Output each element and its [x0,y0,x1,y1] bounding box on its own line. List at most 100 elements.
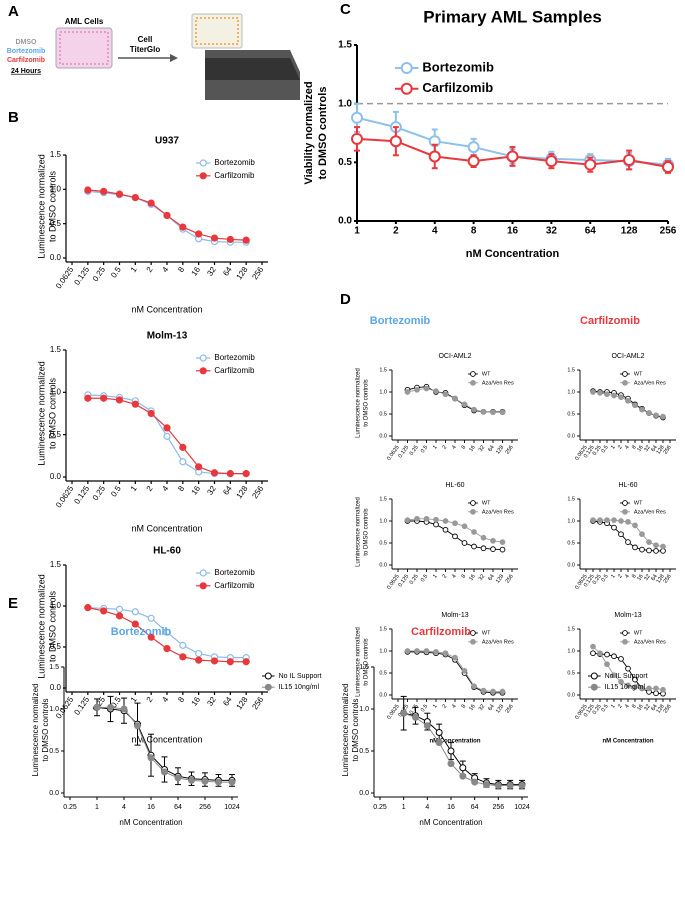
legend-marker [199,582,207,590]
data-point [618,656,624,662]
data-point [389,135,402,148]
data-point [84,186,92,194]
x-tick-label: 32 [643,574,651,582]
data-point [163,628,171,636]
x-tick-label: 0.5 [601,704,610,714]
x-tick-label: 64 [221,695,234,708]
x-tick-label: 4 [122,804,126,811]
y-tick-label: 1.5 [567,626,575,632]
x-tick-label: 16 [147,804,155,811]
y-tick-label: 1.0 [379,518,387,524]
x-tick-label: 1 [354,226,360,237]
chart-title: HL-60 [445,482,464,489]
legend-label: Bortezomib [422,59,494,74]
legend-marker [470,630,476,636]
data-point [179,443,187,451]
data-point [499,539,506,545]
x-tick-label: 0.125 [398,574,411,589]
data-point [433,649,439,655]
data-point [625,682,631,689]
data-point [618,518,624,524]
y-tick-label: 0.5 [50,430,62,439]
data-point [545,155,558,168]
data-point [618,678,624,685]
x-tick-label: 256 [250,695,265,712]
legend-marker [622,371,628,377]
x-tick-label: 0.125 [72,484,91,506]
treatment: Carfilzomib [7,57,45,64]
assay: Cell [138,35,153,44]
legend-label: WT [482,371,491,377]
x-tick-label: 256 [492,804,504,811]
y-tick-label: 0.5 [338,157,352,168]
y-tick-label: 0.5 [49,748,59,755]
y-axis-label: to DMSO controls [47,377,57,449]
legend-label: Carfilzomib [214,171,255,180]
x-tick-label: 64 [650,574,658,582]
data-point [632,544,638,551]
legend-marker [622,508,628,515]
data-point [423,722,431,730]
chart-title: Carfilzomib [411,626,471,638]
x-axis-label: nM Concentration [119,818,182,827]
data-point [625,397,631,404]
x-tick-label: 128 [234,265,249,282]
data-point [163,424,171,432]
data-point [467,155,480,168]
x-tick-label: 8 [631,704,638,710]
y-tick-label: 0.5 [50,642,62,651]
legend-label: Bortezomib [214,353,255,362]
data-point [518,781,526,789]
data-point [174,774,182,782]
legend-marker [470,371,476,377]
x-tick-label: 2 [442,574,449,580]
data-point [639,685,645,692]
y-tick-label: 1.5 [379,367,387,373]
x-tick-label: 64 [174,804,182,811]
data-point [490,688,496,695]
x-tick-label: 2 [442,704,449,710]
legend-marker [590,683,598,691]
data-point [611,392,617,399]
data-point [653,548,659,554]
data-point [471,543,477,550]
column-header: Bortezomib [370,315,431,327]
data-point [646,547,652,554]
arrowhead [170,54,178,62]
x-axis-label: nM Concentration [131,523,202,533]
data-point [442,526,449,533]
data-point [134,722,141,730]
data-point [210,657,219,665]
x-tick-label: 1 [129,484,139,493]
data-point [147,614,155,622]
x-tick-label: 16 [507,226,519,237]
data-point [632,676,638,683]
data-point [646,539,652,545]
y-tick-label: 0.5 [567,670,575,676]
data-point [471,778,479,786]
y-tick-label: 1.0 [379,389,387,395]
data-point [597,390,603,396]
data-point [639,531,645,538]
legend-marker [199,354,207,362]
y-axis-label: Luminescence normalized [356,497,362,567]
y-tick-label: 1.5 [379,496,387,502]
y-tick-label: 1.0 [338,98,352,109]
y-tick-label: 1.0 [379,648,387,654]
data-point [590,650,596,657]
data-point [84,394,92,402]
data-point [433,516,439,523]
x-tick-label: 16 [190,484,203,497]
x-tick-label: 4 [432,226,438,237]
data-point [653,690,659,697]
x-tick-label: 0.25 [592,704,603,716]
y-tick-label: 1.0 [50,601,62,610]
x-tick-label: 32 [478,574,486,582]
data-point [506,150,519,163]
y-axis-label: to DMSO controls [364,379,370,426]
legend-label: WT [482,630,491,636]
data-point [590,643,596,650]
legend-marker [199,367,207,375]
data-point [632,684,638,690]
x-tick-label: 0.5 [109,265,123,280]
